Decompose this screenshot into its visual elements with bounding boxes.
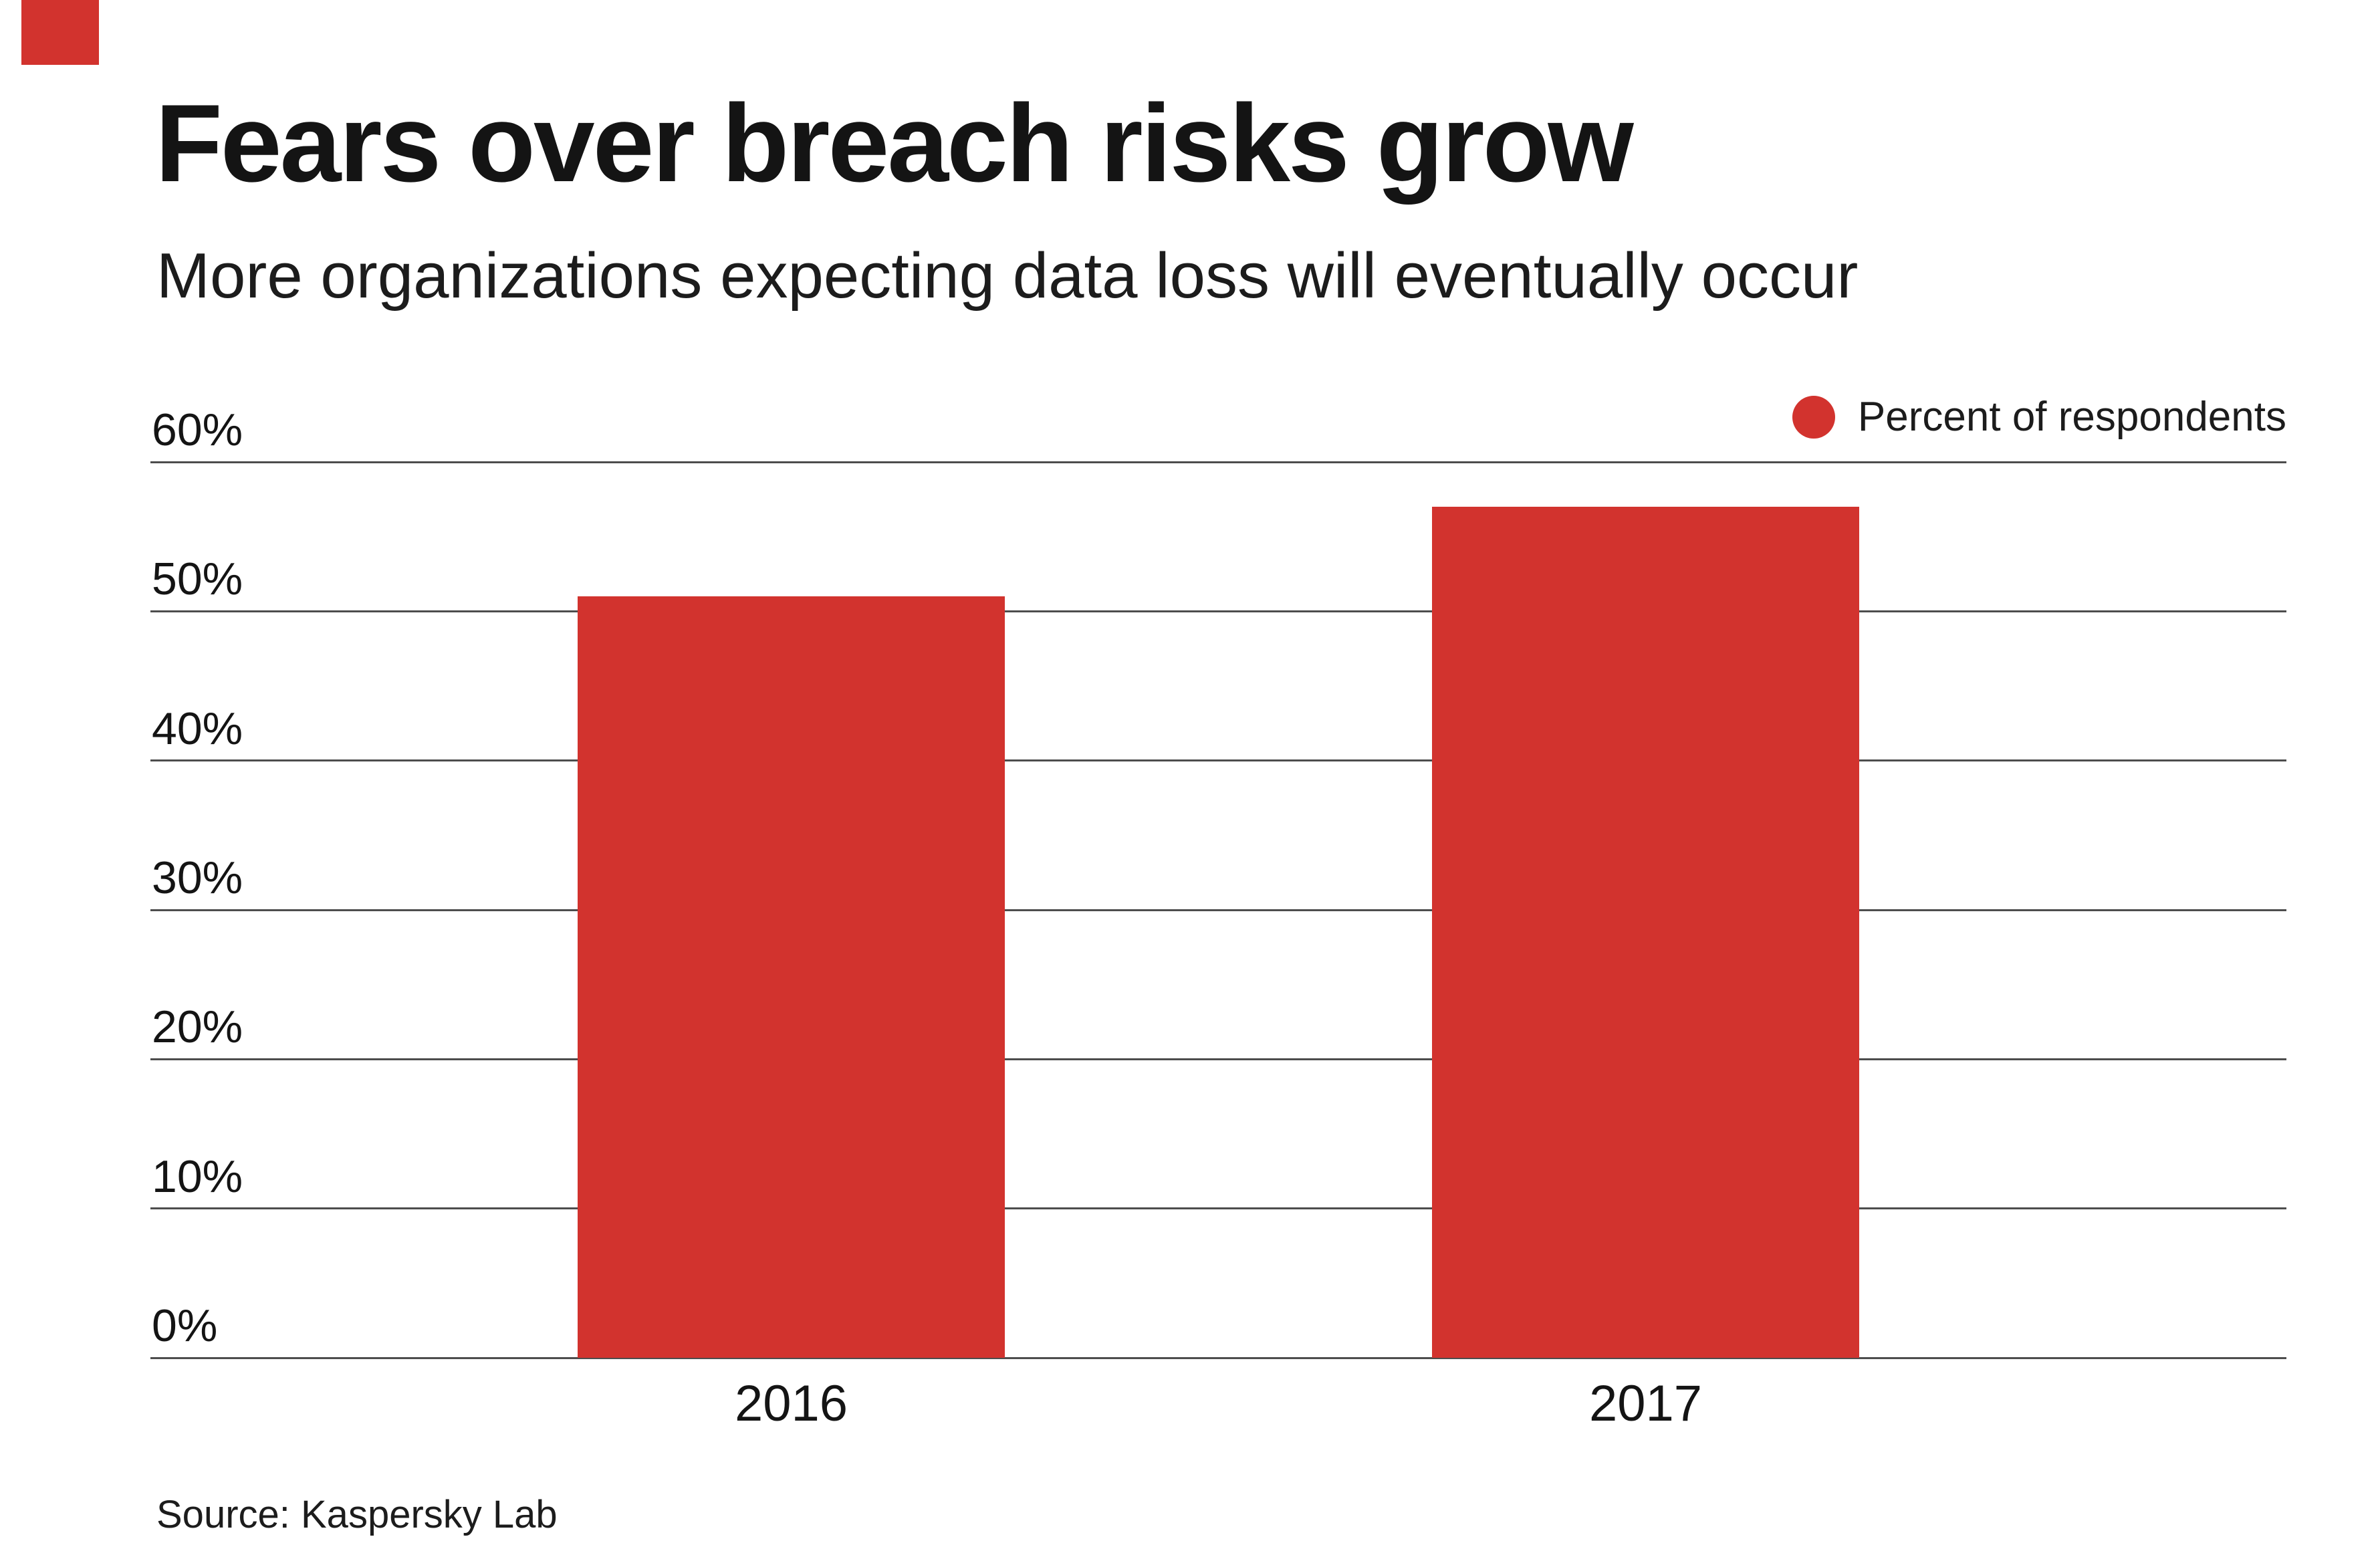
bar-2017 <box>1432 507 1859 1358</box>
y-tick-label-60: 60% <box>152 404 243 455</box>
bar-2016 <box>578 596 1005 1358</box>
chart-subtitle: More organizations expecting data loss w… <box>156 240 1859 312</box>
x-axis-labels: 2016 2017 <box>150 1379 2286 1445</box>
chart-title: Fears over breach risks grow <box>155 82 1634 205</box>
legend-marker-dot <box>1792 395 1835 439</box>
y-tick-label-0: 0% <box>152 1300 218 1351</box>
legend: Percent of respondents <box>1792 393 2286 441</box>
y-tick-label-40: 40% <box>152 703 243 754</box>
gridline-60 <box>150 461 2286 463</box>
y-tick-label-50: 50% <box>152 554 243 605</box>
y-tick-label-20: 20% <box>152 1001 243 1053</box>
gridline-10 <box>150 1207 2286 1210</box>
y-tick-label-30: 30% <box>152 852 243 903</box>
y-tick-label-10: 10% <box>152 1151 243 1202</box>
gridline-0 <box>150 1356 2286 1359</box>
gridline-50 <box>150 610 2286 612</box>
brand-corner-mark <box>21 0 99 65</box>
gridline-30 <box>150 909 2286 911</box>
bar-chart-plot: 0% 10% 20% 30% 40% 50% 60% <box>150 407 2286 1359</box>
x-axis-label-2016: 2016 <box>734 1375 848 1432</box>
gridline-20 <box>150 1058 2286 1060</box>
gridline-40 <box>150 759 2286 762</box>
legend-label: Percent of respondents <box>1857 394 2286 440</box>
x-axis-label-2017: 2017 <box>1588 1375 1703 1432</box>
source-note: Source: Kaspersky Lab <box>156 1493 558 1536</box>
